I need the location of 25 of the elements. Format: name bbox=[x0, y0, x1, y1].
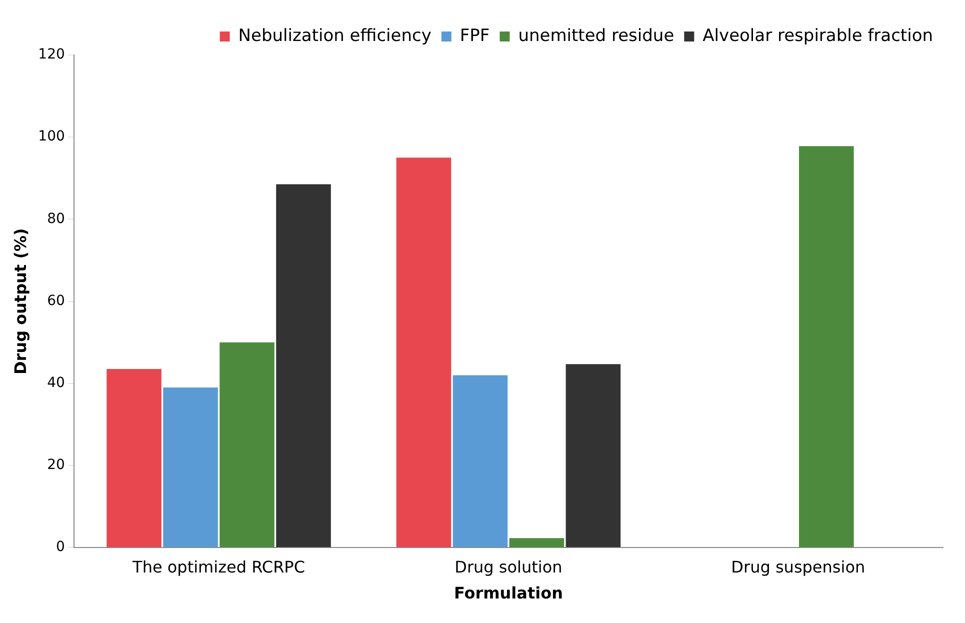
bar bbox=[276, 184, 331, 548]
y-tick-label: 0 bbox=[56, 539, 65, 556]
bar bbox=[106, 369, 162, 548]
legend-label: unemitted residue bbox=[518, 26, 674, 46]
y-tick-label: 20 bbox=[47, 457, 65, 474]
y-tick-label: 40 bbox=[47, 375, 65, 392]
bar bbox=[220, 342, 274, 548]
legend-label: Alveolar respirable fraction bbox=[702, 26, 934, 46]
bar bbox=[799, 146, 854, 548]
bar bbox=[452, 375, 508, 548]
y-tick-label: 100 bbox=[38, 128, 65, 145]
x-tick-label: The optimized RCRPC bbox=[132, 557, 305, 576]
x-tick-label: Drug suspension bbox=[731, 557, 866, 576]
bar bbox=[396, 158, 452, 548]
legend-label: FPF bbox=[460, 26, 490, 46]
bar bbox=[163, 388, 218, 548]
y-tick-label: 80 bbox=[47, 210, 65, 227]
bar bbox=[566, 364, 621, 548]
legend-label: Nebulization efficiency bbox=[238, 26, 432, 46]
y-tick-label: 120 bbox=[38, 46, 65, 63]
y-axis-title: Drug output (%) bbox=[10, 228, 30, 374]
bar bbox=[509, 538, 564, 548]
x-axis-title: Formulation bbox=[454, 584, 563, 603]
x-tick-label: Drug solution bbox=[454, 557, 562, 576]
y-tick-label: 60 bbox=[47, 292, 65, 309]
